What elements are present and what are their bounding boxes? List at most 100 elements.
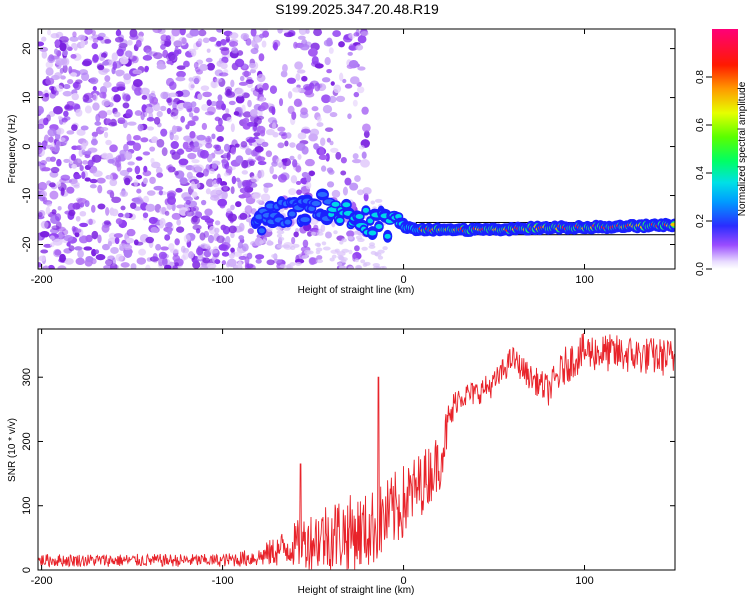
noise-blob [316, 243, 321, 248]
ridge-inner [367, 218, 374, 224]
noise-blob [259, 129, 266, 137]
noise-blob [191, 164, 201, 173]
x-tick-label: -200 [31, 274, 53, 286]
noise-blob [91, 42, 99, 50]
noise-blob [111, 52, 118, 62]
noise-blob [69, 72, 78, 77]
noise-blob [71, 42, 78, 49]
noise-blob [62, 64, 68, 74]
noise-blob [238, 255, 247, 261]
noise-blob [356, 86, 365, 94]
noise-blob [114, 36, 124, 43]
noise-blob [88, 218, 93, 225]
noise-blob [38, 41, 45, 47]
noise-blob [342, 186, 348, 196]
noise-blob [92, 54, 99, 63]
noise-blob [47, 55, 56, 64]
noise-blob [262, 82, 269, 91]
noise-blob [277, 142, 285, 149]
noise-blob [52, 238, 63, 246]
ridge-inner [362, 207, 369, 213]
noise-blob [127, 161, 135, 166]
noise-blob [96, 177, 106, 184]
noise-blob [208, 36, 217, 42]
noise-blob [230, 123, 235, 133]
noise-blob [57, 231, 65, 240]
noise-blob [43, 265, 49, 269]
noise-blob [91, 29, 96, 36]
noise-blob [238, 81, 248, 86]
noise-blob [316, 259, 324, 264]
noise-blob [71, 103, 81, 110]
y-tick-label: -10 [21, 188, 33, 204]
noise-blob [237, 241, 243, 249]
noise-blob [292, 159, 298, 168]
noise-blob [167, 164, 174, 173]
noise-blob [123, 175, 133, 183]
noise-blob [74, 231, 80, 238]
noise-blob [48, 136, 54, 143]
noise-blob [98, 110, 108, 119]
noise-blob [331, 254, 337, 259]
noise-blob [123, 143, 129, 152]
noise-blob [85, 255, 94, 263]
noise-blob [265, 150, 273, 158]
noise-blob [144, 67, 149, 73]
noise-blob [38, 90, 43, 97]
ridge-inner [355, 213, 364, 219]
noise-blob [269, 165, 274, 175]
noise-blob [239, 212, 248, 220]
noise-blob [204, 111, 215, 116]
noise-blob [287, 91, 293, 99]
noise-blob [127, 121, 137, 126]
noise-blob [136, 188, 142, 194]
noise-blob [60, 174, 71, 181]
noise-blob [267, 239, 272, 244]
noise-blob [90, 138, 98, 146]
noise-blob [116, 48, 124, 57]
noise-blob [231, 175, 237, 185]
noise-blob [176, 65, 186, 70]
noise-blob [301, 75, 308, 82]
noise-blob [56, 158, 62, 167]
noise-blob [293, 231, 299, 238]
noise-blob [260, 102, 269, 111]
noise-blob [174, 262, 179, 267]
noise-blob [166, 107, 172, 115]
colorbar-tick-label: 0.4 [695, 166, 706, 180]
noise-blob [225, 165, 233, 174]
noise-blob [329, 140, 334, 146]
noise-blob [377, 249, 385, 254]
noise-blob [362, 187, 372, 195]
colorbar-ticks: 0.0 0.2 0.4 0.6 0.8 [695, 70, 712, 276]
noise-blob [101, 99, 111, 107]
noise-blob [226, 151, 231, 161]
noise-blob [207, 234, 215, 244]
noise-blob [146, 190, 156, 196]
noise-blob [235, 201, 242, 208]
noise-blob [164, 234, 171, 241]
noise-blob [335, 95, 346, 103]
noise-blob [153, 52, 163, 60]
noise-blob [228, 100, 236, 106]
noise-blob [197, 93, 203, 101]
noise-blob [46, 201, 52, 207]
snr-frame [37, 328, 676, 571]
noise-blob [38, 255, 46, 262]
noise-blob [68, 245, 75, 252]
noise-blob [150, 226, 159, 233]
noise-blob [49, 146, 56, 151]
noise-blob [188, 112, 194, 118]
noise-blob [38, 262, 42, 268]
noise-blob [77, 249, 84, 259]
noise-blob [115, 253, 124, 262]
noise-blob [77, 198, 87, 205]
noise-blob [197, 38, 203, 44]
noise-blob [189, 130, 196, 139]
noise-blob [295, 73, 301, 81]
noise-blob [198, 29, 207, 37]
noise-blob [68, 209, 76, 217]
noise-blob [61, 117, 68, 123]
noise-blob [180, 115, 186, 123]
noise-blob [57, 115, 63, 120]
